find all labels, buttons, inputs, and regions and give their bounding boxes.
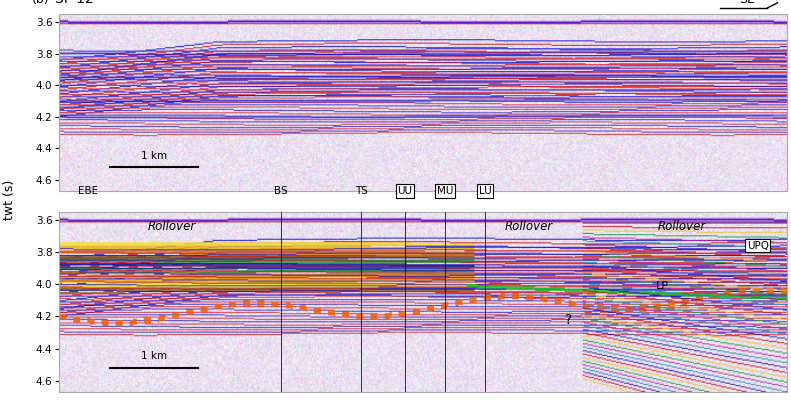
Text: Rollover: Rollover	[148, 220, 196, 233]
Text: BS: BS	[274, 186, 288, 196]
Text: MU: MU	[437, 186, 453, 196]
Text: ?: ?	[565, 313, 573, 327]
Text: LU: LU	[479, 186, 491, 196]
Text: SE: SE	[740, 0, 755, 6]
Text: twt (s): twt (s)	[3, 180, 16, 220]
Text: SF 12: SF 12	[55, 0, 94, 6]
Text: TS: TS	[355, 186, 368, 196]
Text: UU: UU	[398, 186, 412, 196]
Text: UPQ: UPQ	[747, 241, 769, 251]
Text: Rollover: Rollover	[657, 220, 706, 233]
Text: EBE: EBE	[78, 186, 99, 196]
Text: LP: LP	[656, 281, 669, 291]
Text: 1 km: 1 km	[141, 151, 167, 161]
Text: 1 km: 1 km	[141, 352, 167, 362]
Text: Rollover: Rollover	[505, 220, 553, 233]
Text: (b): (b)	[32, 0, 49, 6]
